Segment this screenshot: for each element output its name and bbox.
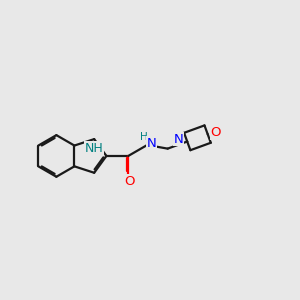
Text: O: O [211,126,221,139]
Text: N: N [174,133,184,146]
Text: NH: NH [85,142,104,154]
Text: H: H [140,132,148,142]
Text: O: O [124,175,135,188]
Text: N: N [147,137,157,150]
